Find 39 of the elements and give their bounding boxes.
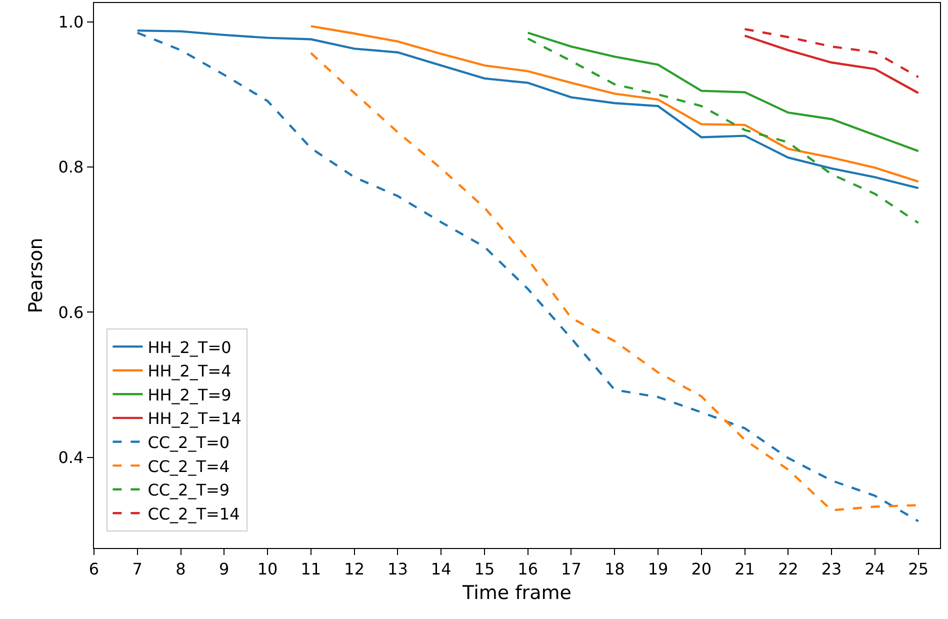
legend-label: HH_2_T=14 — [148, 409, 242, 428]
x-tick-label: 15 — [474, 559, 495, 578]
legend-label: HH_2_T=0 — [148, 338, 232, 357]
x-tick-label: 16 — [518, 559, 538, 578]
x-tick-label: 20 — [691, 559, 712, 578]
x-tick-label: 8 — [176, 559, 186, 578]
x-tick-label: 17 — [561, 559, 582, 578]
line-series — [744, 34, 920, 94]
x-tick-label: 9 — [219, 559, 230, 578]
x-tick-label: 22 — [778, 559, 798, 578]
x-tick-label: 11 — [300, 559, 322, 578]
legend-label: CC_2_T=14 — [148, 504, 240, 524]
x-tick-label: 18 — [604, 559, 625, 578]
y-tick-label: 0.8 — [58, 158, 84, 177]
x-tick-label: 19 — [648, 559, 668, 578]
legend-label: CC_2_T=0 — [148, 432, 230, 452]
x-tick-label: 6 — [88, 559, 100, 578]
line-series — [310, 25, 920, 183]
legend-label: HH_2_T=4 — [148, 362, 232, 381]
y-axis-title: Pearson — [25, 238, 48, 314]
x-tick-label: 21 — [734, 559, 755, 578]
x-tick-label: 13 — [388, 559, 408, 578]
x-axis-title: Time frame — [462, 582, 572, 604]
x-tick-label: 10 — [257, 559, 278, 578]
x-tick-label: 12 — [344, 559, 364, 578]
y-tick-label: 0.6 — [58, 302, 84, 322]
line-series — [526, 37, 920, 224]
y-tick-label: 0.4 — [58, 448, 84, 467]
x-tick-label: 24 — [864, 559, 886, 578]
legend-label: CC_2_T=9 — [148, 480, 230, 500]
legend-label: HH_2_T=9 — [148, 385, 232, 404]
y-tick-label: 1.0 — [58, 12, 84, 32]
line-series — [526, 32, 920, 152]
x-tick-label: 14 — [430, 559, 452, 578]
line-series — [744, 28, 920, 78]
legend-label: CC_2_T=4 — [148, 456, 230, 476]
x-tick-label: 23 — [821, 559, 842, 578]
x-tick-label: 7 — [132, 559, 142, 578]
x-tick-label: 25 — [908, 559, 928, 578]
